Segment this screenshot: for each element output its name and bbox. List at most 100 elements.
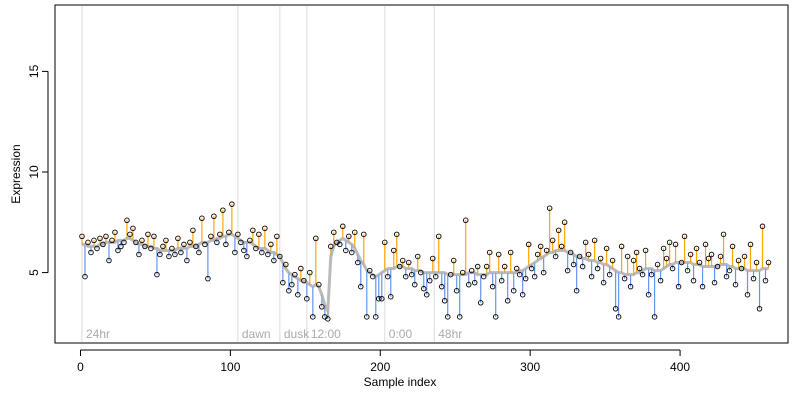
point: [268, 241, 274, 248]
point: [415, 253, 421, 260]
point: [148, 245, 154, 252]
point: [594, 265, 601, 272]
point: [693, 245, 700, 252]
point: [627, 283, 634, 290]
point: [516, 271, 523, 278]
point: [753, 259, 760, 266]
point: [564, 267, 571, 274]
point: [678, 259, 685, 266]
point: [226, 229, 232, 236]
point: [480, 273, 487, 280]
point: [346, 233, 352, 240]
point: [708, 251, 715, 258]
point: [726, 267, 733, 274]
point: [328, 243, 334, 250]
point: [343, 247, 349, 254]
point: [729, 243, 736, 250]
point: [202, 241, 208, 248]
point: [756, 306, 763, 312]
point: [744, 291, 751, 298]
y-tick-label: 5: [27, 269, 41, 276]
y-tick-label: 10: [27, 165, 41, 179]
point: [91, 237, 97, 244]
point: [648, 271, 655, 278]
point: [675, 283, 682, 290]
point: [142, 243, 148, 250]
point: [633, 249, 640, 256]
point: [504, 298, 511, 304]
point: [672, 241, 679, 248]
point: [298, 265, 304, 272]
point: [100, 241, 106, 248]
point: [295, 291, 301, 298]
point: [337, 241, 343, 248]
point: [747, 241, 754, 248]
point: [151, 233, 157, 240]
point: [316, 281, 322, 288]
point: [495, 251, 502, 258]
point: [277, 253, 283, 260]
point: [486, 249, 493, 256]
point: [373, 314, 379, 320]
point: [444, 314, 451, 320]
point: [429, 255, 436, 262]
point: [432, 273, 439, 280]
point: [714, 263, 721, 270]
point: [525, 241, 532, 248]
point: [331, 229, 337, 236]
point: [115, 247, 121, 254]
point: [112, 229, 118, 236]
point: [319, 304, 325, 310]
point: [492, 314, 499, 320]
point: [531, 273, 538, 280]
point: [349, 249, 355, 256]
point: [684, 267, 691, 274]
point: [412, 281, 418, 288]
point: [259, 249, 265, 256]
point: [109, 237, 115, 244]
point: [388, 293, 394, 300]
point: [283, 261, 289, 268]
point: [307, 269, 313, 276]
point: [579, 263, 586, 270]
point: [585, 251, 592, 258]
point: [94, 245, 100, 252]
point: [735, 257, 742, 264]
point: [687, 251, 694, 258]
marker-label: 0:00: [389, 327, 413, 341]
point: [205, 275, 211, 282]
point: [483, 263, 490, 270]
point: [732, 281, 739, 288]
point: [465, 281, 472, 288]
point: [199, 215, 205, 222]
point: [292, 271, 298, 278]
point: [576, 253, 583, 260]
point: [391, 247, 397, 254]
point: [660, 245, 667, 252]
point: [418, 269, 424, 276]
marker-label: dusk: [284, 327, 310, 341]
marker-label: 48hr: [438, 327, 462, 341]
point: [184, 257, 190, 264]
point: [438, 283, 445, 290]
point: [471, 279, 478, 286]
point: [474, 263, 481, 270]
point: [552, 253, 559, 260]
point: [717, 253, 724, 260]
point: [193, 243, 199, 250]
point: [759, 223, 766, 230]
point: [426, 277, 433, 284]
point: [175, 235, 181, 242]
point: [250, 227, 256, 234]
point: [280, 279, 286, 286]
point: [555, 227, 562, 234]
point: [325, 316, 331, 322]
point: [238, 239, 244, 246]
point: [313, 235, 319, 242]
point: [441, 298, 448, 304]
x-tick-label: 400: [670, 360, 690, 374]
point: [367, 267, 373, 274]
point: [370, 273, 376, 280]
marker-label: 12:00: [311, 327, 341, 341]
